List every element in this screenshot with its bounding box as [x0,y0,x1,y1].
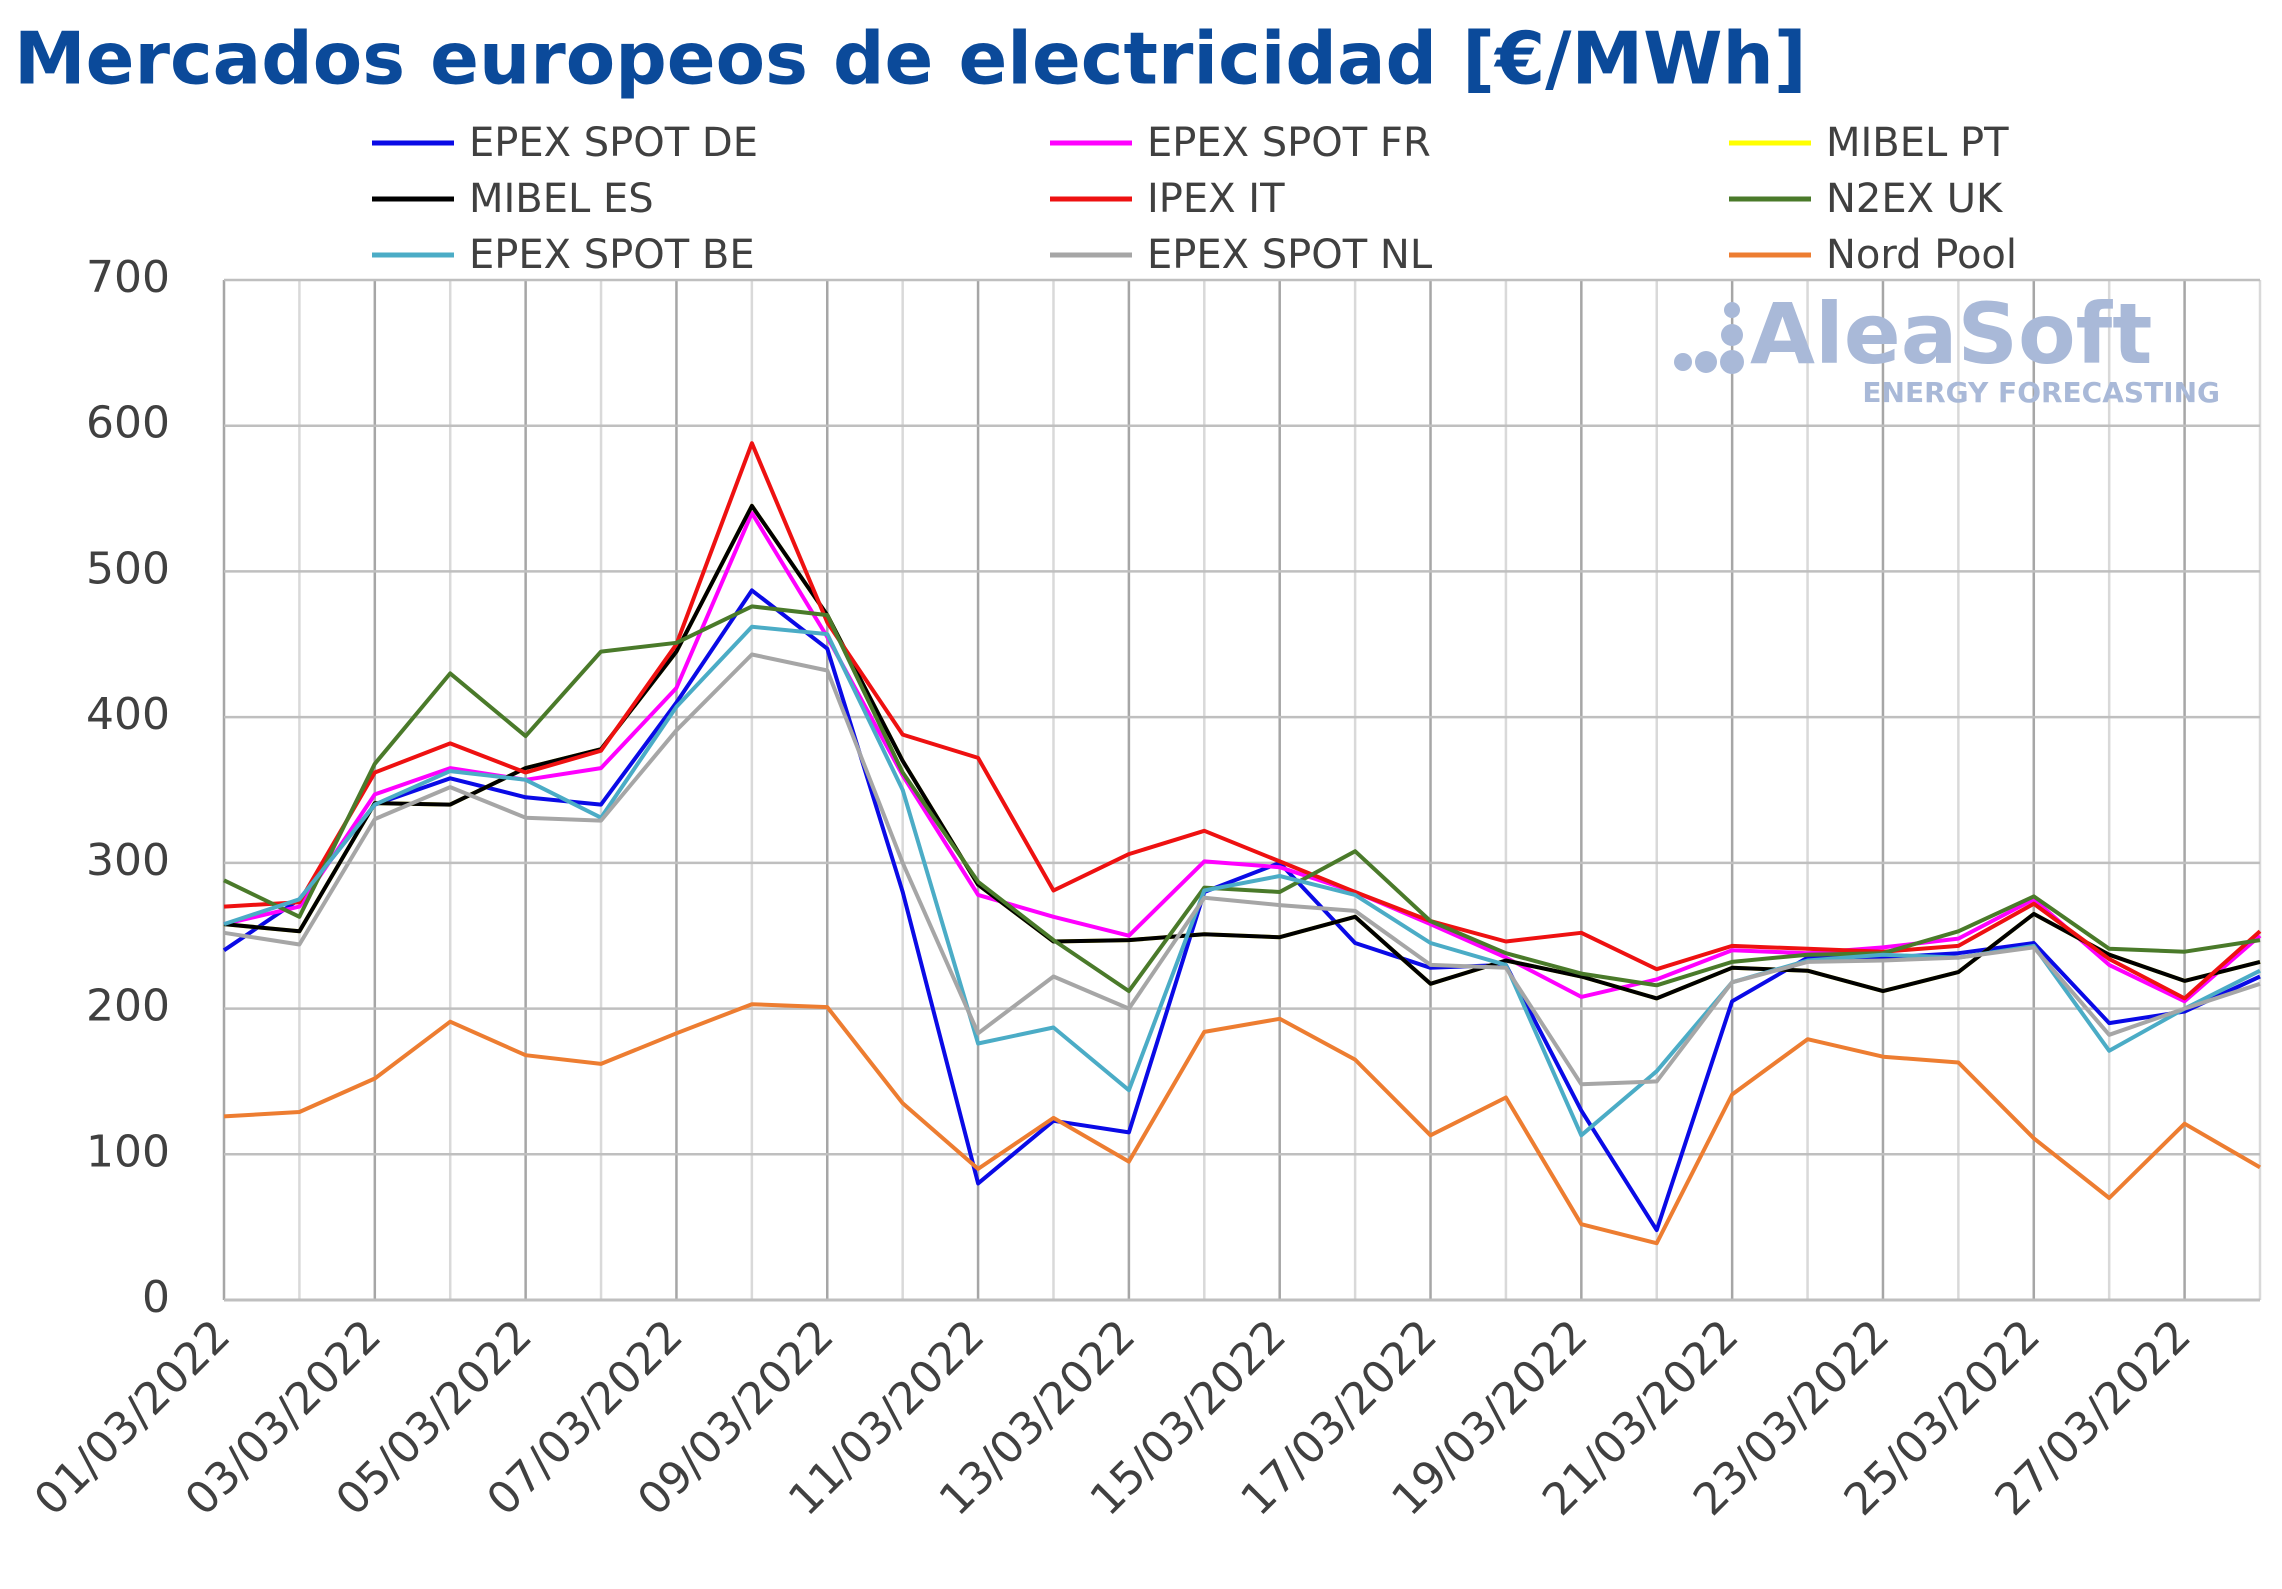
y-tick-label: 400 [86,689,170,740]
y-tick-label: 300 [86,835,170,886]
legend-label: N2EX UK [1826,176,2004,222]
logo-dot [1720,350,1744,374]
series-line [223,624,2261,1138]
watermark: AleaSoft ENERGY FORECASTING [1674,285,2220,409]
legend-label: EPEX SPOT NL [1147,232,1433,278]
series-line [223,441,2262,1001]
legend-label: EPEX SPOT DE [469,120,758,166]
logo-dot [1721,324,1743,346]
series-line [223,604,2261,994]
y-tick-label: 100 [86,1126,170,1177]
series-line [223,652,2261,1087]
logo-dot [1724,302,1740,318]
legend-label: EPEX SPOT FR [1147,120,1431,166]
y-tick-label: 0 [142,1272,170,1323]
legend-label: MIBEL ES [469,176,654,222]
legend-label: IPEX IT [1147,176,1285,222]
chart-title: Mercados europeos de electricidad [€/MWh… [14,17,1807,101]
y-tick-label: 600 [86,398,170,449]
legend-label: MIBEL PT [1826,120,2009,166]
logo-dot [1674,353,1692,371]
series-line [223,1002,2262,1246]
watermark-name: AleaSoft [1750,285,2152,383]
logo-dot [1695,351,1717,373]
y-tick-label: 200 [86,981,170,1032]
series-line [223,503,2261,1001]
y-tick-label: 700 [86,252,170,303]
legend-label: Nord Pool [1826,232,2017,278]
y-tick-label: 500 [86,543,170,594]
watermark-tagline: ENERGY FORECASTING [1862,376,2220,409]
legend-label: EPEX SPOT BE [469,232,755,278]
